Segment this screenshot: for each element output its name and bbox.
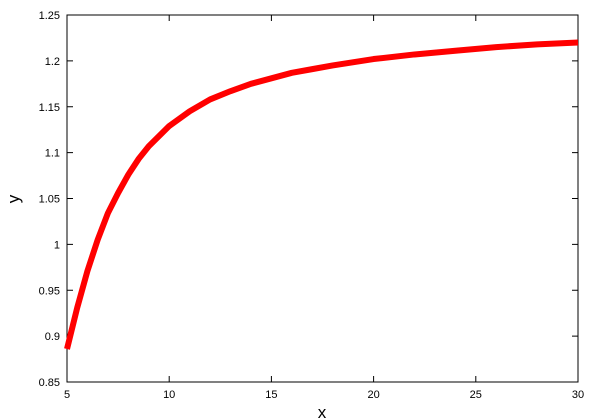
- y-tick-label: 1.2: [45, 56, 60, 68]
- x-tick-label: 30: [572, 389, 584, 401]
- x-tick-label: 25: [470, 389, 482, 401]
- y-axis-ticks: 0.85 0.9 0.95 1 1.05 1.1 1.15 1.2 1.25: [39, 10, 578, 389]
- y-tick-label: 1.1: [45, 148, 60, 160]
- y-axis-title: y: [4, 194, 23, 203]
- x-tick-label: 15: [265, 389, 277, 401]
- x-tick-label: 5: [64, 389, 70, 401]
- y-tick-label: 0.85: [39, 377, 60, 389]
- y-tick-label: 1.05: [39, 194, 60, 206]
- x-axis-title: x: [318, 403, 327, 420]
- x-tick-label: 10: [163, 389, 175, 401]
- y-tick-label: 0.95: [39, 285, 60, 297]
- y-tick-label: 1.15: [39, 102, 60, 114]
- y-tick-label: 1.25: [39, 10, 60, 22]
- y-tick-label: 1: [54, 239, 60, 251]
- series-group: [64, 39, 579, 350]
- x-axis-ticks: 5 10 15 20 25 30: [64, 15, 584, 401]
- y-tick-label: 0.9: [45, 331, 60, 343]
- series-line: [64, 39, 579, 350]
- x-tick-label: 20: [367, 389, 379, 401]
